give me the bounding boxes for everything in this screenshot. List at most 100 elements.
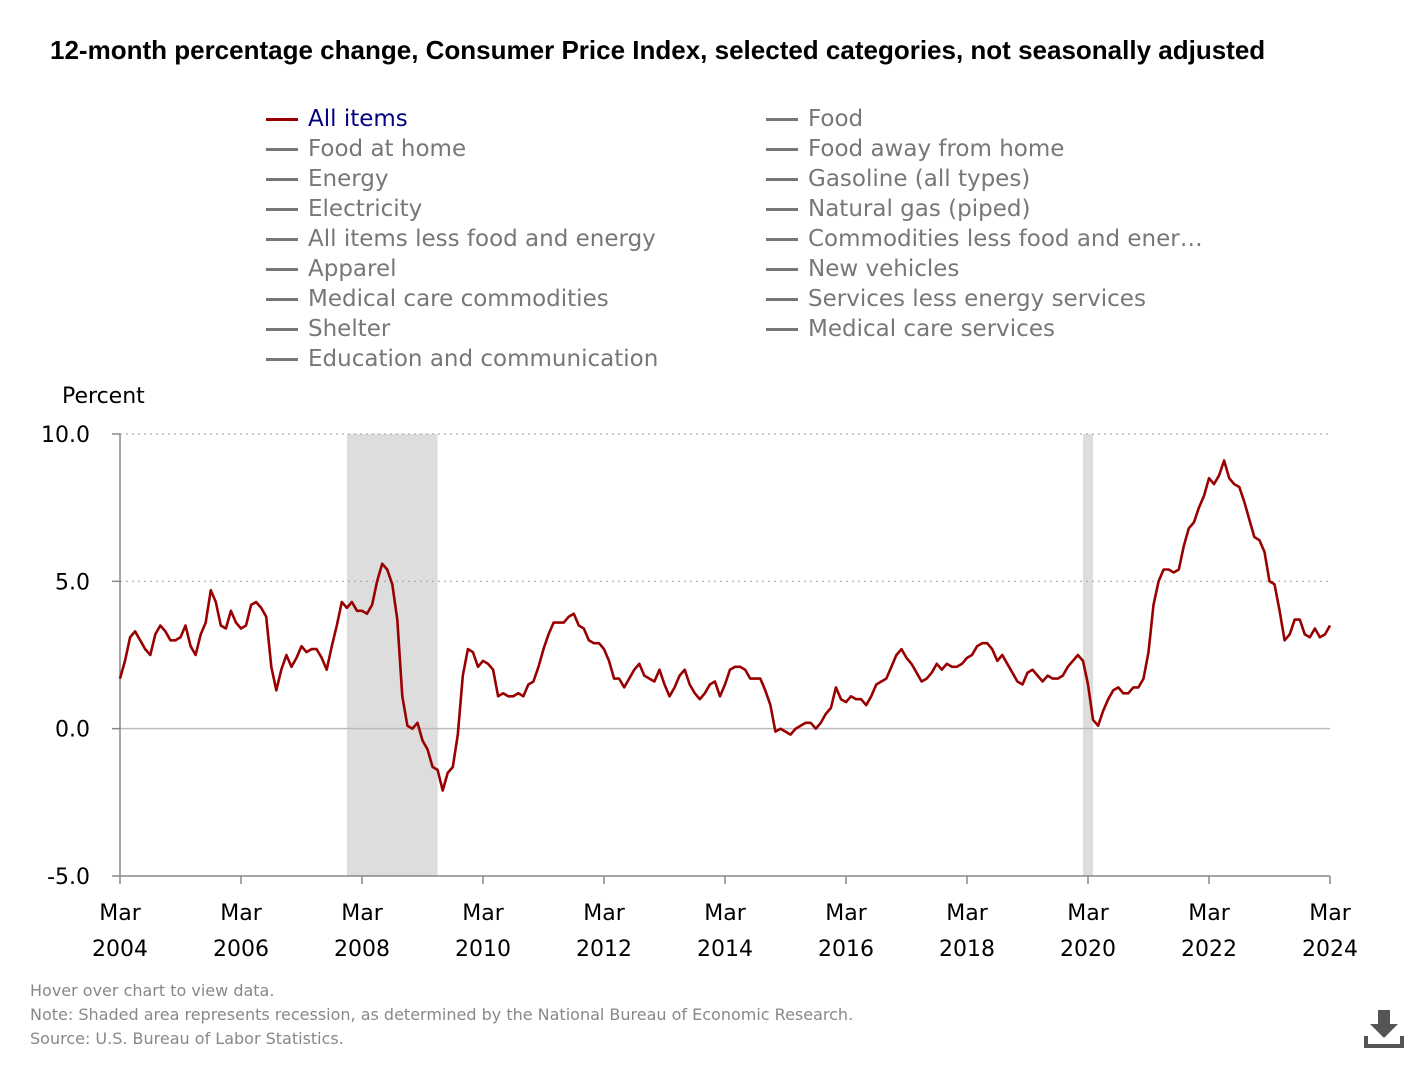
data-point[interactable] [1014, 679, 1020, 685]
data-point[interactable] [778, 726, 784, 732]
data-point[interactable] [828, 705, 834, 711]
data-point[interactable] [576, 623, 582, 629]
legend-item[interactable]: Natural gas (piped) [766, 194, 1203, 224]
data-point[interactable] [616, 676, 622, 682]
data-point[interactable] [515, 690, 521, 696]
data-point[interactable] [122, 658, 128, 664]
data-point[interactable] [979, 640, 985, 646]
data-point[interactable] [314, 646, 320, 652]
legend-item[interactable]: Services less energy services [766, 284, 1203, 314]
data-point[interactable] [556, 620, 562, 626]
data-point[interactable] [157, 623, 163, 629]
data-point[interactable] [848, 693, 854, 699]
data-point[interactable] [581, 626, 587, 632]
data-point[interactable] [974, 643, 980, 649]
data-point[interactable] [173, 637, 179, 643]
data-point[interactable] [1100, 708, 1106, 714]
data-point[interactable] [621, 684, 627, 690]
data-point[interactable] [641, 673, 647, 679]
data-point[interactable] [546, 631, 552, 637]
data-point[interactable] [495, 693, 501, 699]
data-point[interactable] [1055, 676, 1061, 682]
data-point[interactable] [1277, 608, 1283, 614]
data-point[interactable] [1060, 673, 1066, 679]
data-point[interactable] [1287, 631, 1293, 637]
data-point[interactable] [127, 634, 133, 640]
data-point[interactable] [500, 690, 506, 696]
data-point[interactable] [349, 599, 355, 605]
data-point[interactable] [1206, 475, 1212, 481]
data-point[interactable] [1181, 543, 1187, 549]
data-point[interactable] [430, 764, 436, 770]
data-point[interactable] [1272, 581, 1278, 587]
data-point[interactable] [243, 623, 249, 629]
data-point[interactable] [420, 738, 426, 744]
data-point[interactable] [253, 599, 259, 605]
data-point[interactable] [339, 599, 345, 605]
data-point[interactable] [631, 667, 637, 673]
data-point[interactable] [1191, 519, 1197, 525]
data-point[interactable] [1317, 634, 1323, 640]
data-point[interactable] [651, 679, 657, 685]
data-point[interactable] [929, 670, 935, 676]
data-point[interactable] [813, 726, 819, 732]
data-point[interactable] [455, 732, 461, 738]
data-point[interactable] [183, 623, 189, 629]
data-point[interactable] [394, 617, 400, 623]
data-point[interactable] [319, 655, 325, 661]
data-point[interactable] [944, 661, 950, 667]
legend-item[interactable]: Education and communication [266, 344, 658, 374]
data-point[interactable] [1135, 684, 1141, 690]
data-point[interactable] [425, 746, 431, 752]
data-point[interactable] [258, 605, 264, 611]
data-point[interactable] [657, 667, 663, 673]
data-point[interactable] [1171, 570, 1177, 576]
data-point[interactable] [697, 696, 703, 702]
data-point[interactable] [1211, 481, 1217, 487]
data-point[interactable] [460, 673, 466, 679]
data-point[interactable] [1231, 481, 1237, 487]
data-point[interactable] [142, 646, 148, 652]
data-point[interactable] [737, 664, 743, 670]
data-point[interactable] [999, 652, 1005, 658]
data-point[interactable] [1050, 676, 1056, 682]
data-point[interactable] [1156, 578, 1162, 584]
data-point[interactable] [1115, 684, 1121, 690]
data-point[interactable] [1146, 649, 1152, 655]
data-point[interactable] [1327, 623, 1333, 629]
data-point[interactable] [1141, 676, 1147, 682]
legend-item[interactable]: Medical care commodities [266, 284, 658, 314]
legend-item[interactable]: Food at home [266, 134, 658, 164]
data-point[interactable] [530, 679, 536, 685]
data-point[interactable] [1065, 664, 1071, 670]
data-point[interactable] [1025, 670, 1031, 676]
data-point[interactable] [178, 634, 184, 640]
data-point[interactable] [188, 643, 194, 649]
data-point[interactable] [152, 631, 158, 637]
data-point[interactable] [939, 667, 945, 673]
data-point[interactable] [601, 646, 607, 652]
data-point[interactable] [162, 628, 168, 634]
data-point[interactable] [379, 561, 385, 567]
legend-item[interactable]: All items less food and energy [266, 224, 658, 254]
data-point[interactable] [465, 646, 471, 652]
data-point[interactable] [273, 687, 279, 693]
legend-item[interactable]: Energy [266, 164, 658, 194]
data-point[interactable] [268, 664, 274, 670]
data-point[interactable] [702, 690, 708, 696]
data-point[interactable] [677, 673, 683, 679]
data-point[interactable] [1246, 517, 1252, 523]
legend-item[interactable]: Commodities less food and ener… [766, 224, 1203, 254]
data-point[interactable] [369, 602, 375, 608]
data-point[interactable] [636, 661, 642, 667]
data-point[interactable] [1241, 499, 1247, 505]
data-point[interactable] [450, 764, 456, 770]
data-point[interactable] [1125, 690, 1131, 696]
data-point[interactable] [1176, 567, 1182, 573]
data-point[interactable] [541, 646, 547, 652]
data-point[interactable] [520, 693, 526, 699]
data-point[interactable] [485, 661, 491, 667]
data-point[interactable] [1035, 673, 1041, 679]
data-point[interactable] [1009, 670, 1015, 676]
data-point[interactable] [374, 578, 380, 584]
